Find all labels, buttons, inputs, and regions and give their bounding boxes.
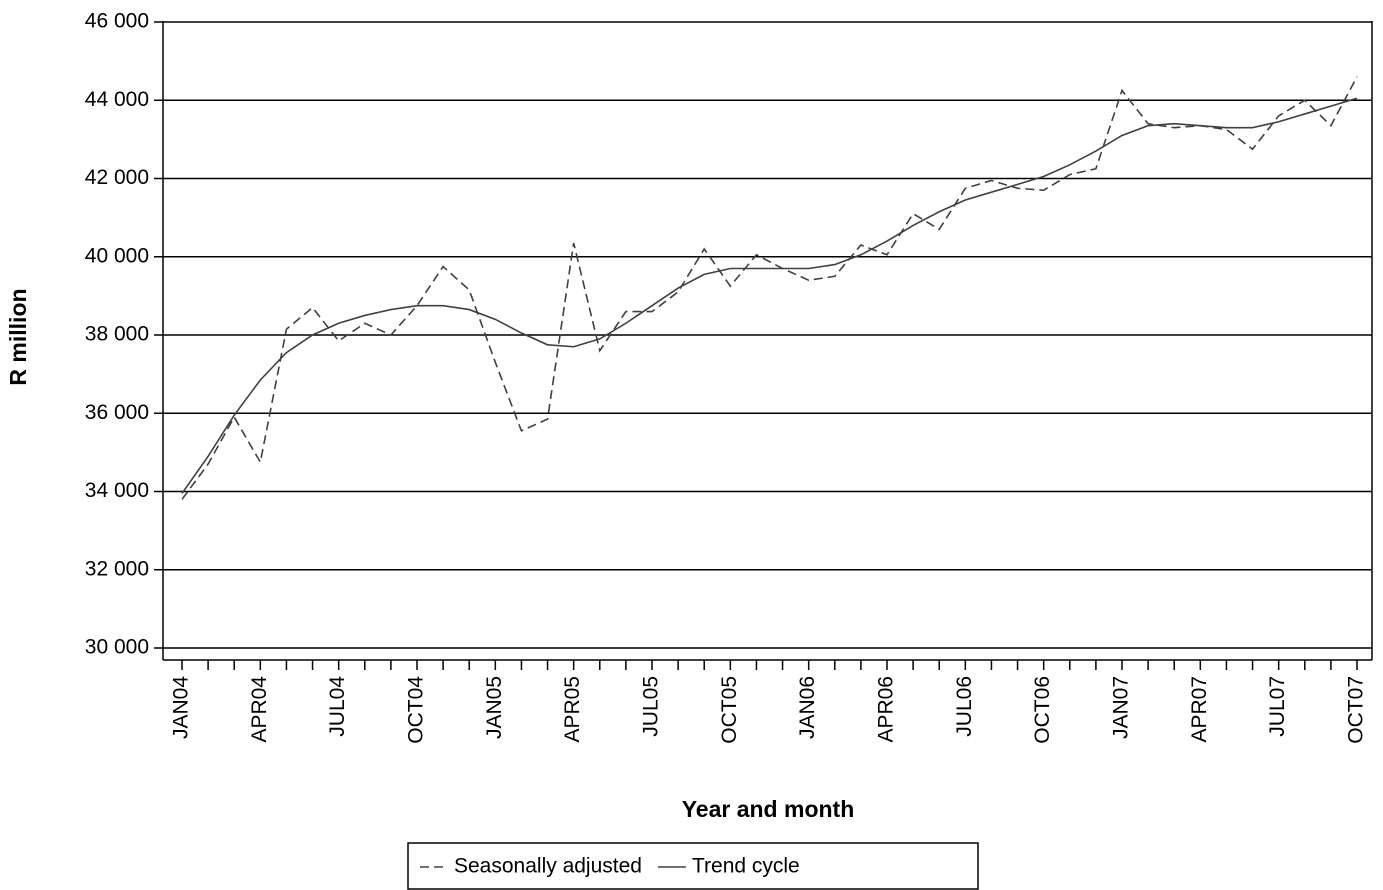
x-tick-label: APR04 <box>248 676 271 743</box>
series-line <box>181 76 1358 500</box>
x-tick-label: APR06 <box>875 676 898 743</box>
y-tick-label: 46 000 <box>85 10 149 33</box>
legend-label: Trend cycle <box>692 855 800 878</box>
y-tick-label: 40 000 <box>85 244 149 267</box>
y-tick-label: 36 000 <box>85 401 149 424</box>
x-tick-label: OCT07 <box>1345 676 1368 744</box>
x-tick-label: JAN06 <box>796 676 819 739</box>
y-tick-label: 44 000 <box>85 88 149 111</box>
x-tick-label: JUL07 <box>1266 676 1289 737</box>
legend-label: Seasonally adjusted <box>454 855 642 878</box>
y-tick-label: 30 000 <box>85 636 149 659</box>
y-axis-title: R million <box>5 288 31 385</box>
legend: Seasonally adjusted Trend cycle <box>407 842 979 890</box>
y-tick-label: 32 000 <box>85 557 149 580</box>
y-tick-label: 34 000 <box>85 479 149 502</box>
series-line <box>181 97 1358 494</box>
x-tick-label: JAN07 <box>1110 676 1133 739</box>
x-tick-label: APR05 <box>561 676 584 743</box>
x-tick-label: JAN04 <box>170 676 193 739</box>
legend-box <box>407 842 979 890</box>
x-tick-label: OCT05 <box>718 676 741 744</box>
x-tick-label: OCT06 <box>1031 676 1054 744</box>
x-axis-title: Year and month <box>682 796 855 822</box>
x-tick-label: JUL05 <box>640 676 663 737</box>
x-tick-label: APR07 <box>1188 676 1211 743</box>
x-tick-label: JUL04 <box>326 676 349 737</box>
y-tick-label: 38 000 <box>85 323 149 346</box>
x-tick-label: OCT04 <box>405 676 428 744</box>
y-tick-label: 42 000 <box>85 166 149 189</box>
x-tick-label: JAN05 <box>483 676 506 739</box>
x-tick-label: JUL06 <box>953 676 976 737</box>
